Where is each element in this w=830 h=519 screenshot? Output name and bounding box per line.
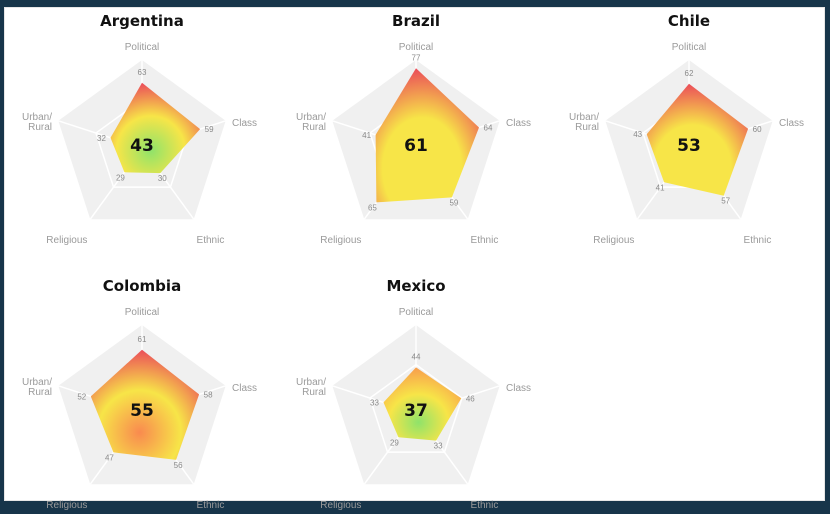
axis-label-urban: Urban/Rural [296, 377, 326, 398]
radar-svg-chile: 62 60 57 41 43 Political Class Ethnic Religious U… [569, 42, 804, 246]
axis-label-urban: Urban/Rural [569, 112, 599, 133]
overall-score: 43 [130, 136, 154, 156]
radar-panel-argentina: 63 59 30 29 32 Political Class Ethnic Religious U… [5, 8, 279, 254]
axis-label-ethnic: Ethnic [471, 500, 499, 511]
axis-label-urban: Urban/Rural [22, 112, 52, 133]
value-label-class: 46 [466, 394, 475, 403]
axis-label-class: Class [506, 383, 531, 394]
value-label-class: 58 [204, 390, 213, 399]
axis-label-religious: Religious [320, 500, 361, 511]
axis-label-ethnic: Ethnic [744, 235, 772, 246]
radar-svg-colombia: 61 58 56 47 52 Political Class Ethnic Religious U… [22, 307, 257, 511]
chart-title: Brazil [392, 12, 440, 30]
value-label-religious: 41 [656, 183, 665, 192]
value-label-religious: 65 [368, 203, 377, 212]
value-label-political: 61 [138, 335, 147, 344]
axis-label-political: Political [399, 307, 433, 318]
value-label-ethnic: 56 [174, 461, 183, 470]
axis-label-ethnic: Ethnic [197, 500, 225, 511]
axis-label-political: Political [125, 307, 159, 318]
radar-gridline [369, 363, 463, 453]
radar-data-polygon [90, 349, 200, 460]
overall-score: 53 [677, 136, 701, 156]
value-label-political: 62 [685, 69, 694, 78]
axis-label-ethnic: Ethnic [471, 235, 499, 246]
radar-svg-argentina: 63 59 30 29 32 Political Class Ethnic Religious U… [22, 42, 257, 246]
value-label-religious: 29 [390, 438, 399, 447]
chart-title: Colombia [102, 277, 182, 295]
axis-label-religious: Religious [46, 500, 87, 511]
axis-label-religious: Religious [320, 235, 361, 246]
value-label-religious: 47 [105, 453, 114, 462]
overall-score: 37 [404, 401, 428, 421]
value-label-political: 63 [138, 68, 147, 77]
chart-title: Mexico [386, 277, 446, 295]
radar-svg-brazil: 77 64 59 65 41 Political Class Ethnic Religious U… [296, 42, 531, 246]
value-label-urban: 33 [370, 398, 379, 407]
radar-panel-chile: 62 60 57 41 43 Political Class Ethnic Religious U… [552, 8, 826, 254]
axis-label-class: Class [232, 118, 257, 129]
value-label-political: 77 [412, 53, 421, 62]
value-label-political: 44 [412, 352, 421, 361]
axis-label-urban: Urban/Rural [22, 377, 52, 398]
axis-label-political: Political [672, 42, 706, 53]
value-label-ethnic: 57 [721, 197, 730, 206]
axis-label-class: Class [779, 118, 804, 129]
overall-score: 61 [404, 136, 428, 156]
value-label-urban: 52 [77, 392, 86, 401]
axis-label-religious: Religious [593, 235, 634, 246]
radar-data-polygon [646, 83, 749, 196]
value-label-class: 64 [484, 124, 493, 133]
radar-data-polygon [383, 367, 462, 441]
chart-title: Argentina [100, 12, 184, 30]
value-label-urban: 32 [97, 134, 106, 143]
axis-label-urban: Urban/Rural [296, 112, 326, 133]
radar-panel-brazil: 77 64 59 65 41 Political Class Ethnic Religious U… [279, 8, 553, 254]
axis-label-political: Political [399, 42, 433, 53]
value-label-ethnic: 59 [449, 198, 458, 207]
axis-label-political: Political [125, 42, 159, 53]
radar-data-polygon [375, 68, 479, 203]
chart-title: Chile [667, 12, 711, 30]
radar-data-polygon [110, 82, 201, 174]
value-label-ethnic: 30 [158, 174, 167, 183]
value-label-religious: 29 [116, 173, 125, 182]
value-label-urban: 43 [633, 130, 642, 139]
axis-label-class: Class [506, 118, 531, 129]
value-label-class: 60 [753, 125, 762, 134]
value-label-class: 59 [205, 125, 214, 134]
axis-label-religious: Religious [46, 235, 87, 246]
axis-label-ethnic: Ethnic [197, 235, 225, 246]
radar-svg-mexico: 44 46 33 29 33 Political Class Ethnic Religious U… [296, 307, 531, 511]
overall-score: 55 [130, 401, 154, 421]
radar-panel-mexico: 44 46 33 29 33 Political Class Ethnic Religious U… [279, 273, 553, 519]
value-label-ethnic: 33 [434, 442, 443, 451]
axis-label-class: Class [232, 383, 257, 394]
radar-panel-colombia: 61 58 56 47 52 Political Class Ethnic Religious U… [5, 273, 279, 519]
value-label-urban: 41 [362, 131, 371, 140]
